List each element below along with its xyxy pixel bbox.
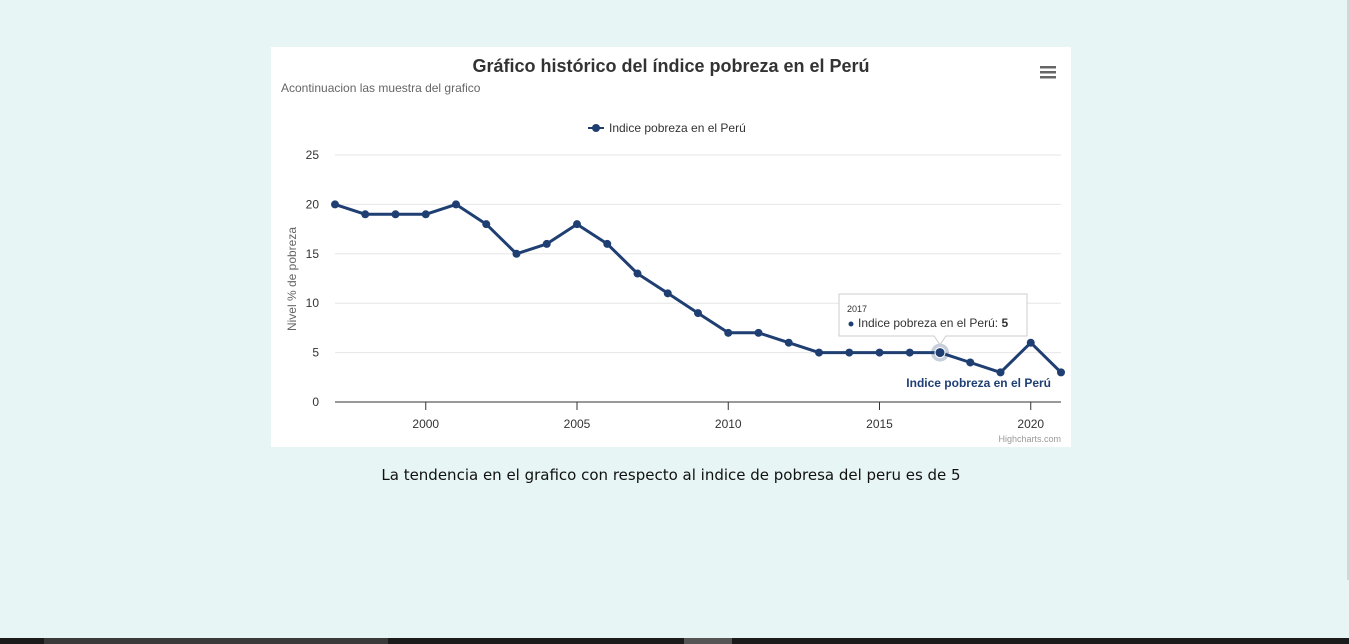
legend[interactable]: Indice pobreza en el Perú xyxy=(588,121,746,135)
y-tick-label: 0 xyxy=(312,395,319,409)
chart-subtitle: Acontinuacion las muestra del grafico xyxy=(281,81,481,95)
x-tick-label: 2000 xyxy=(412,417,439,431)
tooltip-value: 5 xyxy=(1001,316,1008,330)
data-point[interactable] xyxy=(996,368,1005,377)
x-axis: 2000 2005 2010 2015 2020 xyxy=(335,401,1061,431)
data-point[interactable] xyxy=(391,210,400,219)
data-point[interactable] xyxy=(724,328,733,337)
credits-link[interactable]: Highcharts.com xyxy=(998,434,1061,444)
taskbar-item[interactable] xyxy=(44,638,388,644)
data-point[interactable] xyxy=(331,200,339,209)
data-point[interactable] xyxy=(1026,338,1035,347)
line-chart: Gráfico histórico del índice pobreza en … xyxy=(281,56,1065,444)
x-tick-label: 2005 xyxy=(564,417,591,431)
y-axis: 0 5 10 15 20 25 xyxy=(306,148,320,409)
y-tick-label: 20 xyxy=(306,197,320,211)
taskbar-item[interactable] xyxy=(684,638,732,644)
x-tick-label: 2020 xyxy=(1017,417,1044,431)
data-point[interactable] xyxy=(512,249,521,258)
tooltip-marker xyxy=(848,321,854,327)
data-point[interactable] xyxy=(482,220,491,229)
tooltip-header: 2017 xyxy=(847,304,867,314)
hamburger-menu-icon[interactable] xyxy=(1040,66,1056,79)
x-tick-label: 2010 xyxy=(715,417,742,431)
data-point[interactable] xyxy=(633,269,642,278)
tooltip-series-name: Indice pobreza en el Perú xyxy=(858,316,995,330)
data-point[interactable] xyxy=(934,347,946,359)
y-tick-label: 5 xyxy=(312,346,319,360)
data-point[interactable] xyxy=(875,348,884,357)
data-point[interactable] xyxy=(754,328,763,337)
legend-marker xyxy=(592,124,600,132)
y-tick-label: 15 xyxy=(306,247,320,261)
data-point[interactable] xyxy=(694,309,702,318)
data-point[interactable] xyxy=(361,210,370,219)
data-point[interactable] xyxy=(603,239,612,248)
data-point[interactable] xyxy=(845,348,854,357)
data-point[interactable] xyxy=(542,239,551,248)
data-point[interactable] xyxy=(966,358,975,367)
data-point[interactable] xyxy=(905,348,914,357)
data-point[interactable] xyxy=(452,200,460,209)
legend-item-label[interactable]: Indice pobreza en el Perú xyxy=(609,121,746,135)
data-point[interactable] xyxy=(784,338,793,347)
y-tick-label: 10 xyxy=(306,296,320,310)
chart-title: Gráfico histórico del índice pobreza en … xyxy=(472,56,869,76)
data-point[interactable] xyxy=(421,210,430,219)
data-point[interactable] xyxy=(663,289,672,298)
data-point[interactable] xyxy=(815,348,823,357)
x-tick-label: 2015 xyxy=(866,417,893,431)
series-line xyxy=(331,200,1065,377)
taskbar xyxy=(0,638,1349,644)
series-end-label: Indice pobreza en el Perú xyxy=(906,376,1051,390)
y-tick-label: 25 xyxy=(306,148,320,162)
chart-container: Gráfico histórico del índice pobreza en … xyxy=(271,47,1071,447)
tooltip-colon: : xyxy=(995,316,1002,330)
data-point[interactable] xyxy=(573,220,581,229)
y-axis-label: Nivel % de pobreza xyxy=(285,227,299,331)
data-point[interactable] xyxy=(1057,368,1065,377)
series-path xyxy=(333,202,1063,374)
scrollbar[interactable] xyxy=(1347,0,1349,580)
svg-text:Indice pobreza en el Perú: 5: Indice pobreza en el Perú: 5 xyxy=(858,316,1008,330)
chart-caption: La tendencia en el grafico con respecto … xyxy=(381,466,961,484)
tooltip: 2017 Indice pobreza en el Perú: 5 xyxy=(838,293,1028,346)
